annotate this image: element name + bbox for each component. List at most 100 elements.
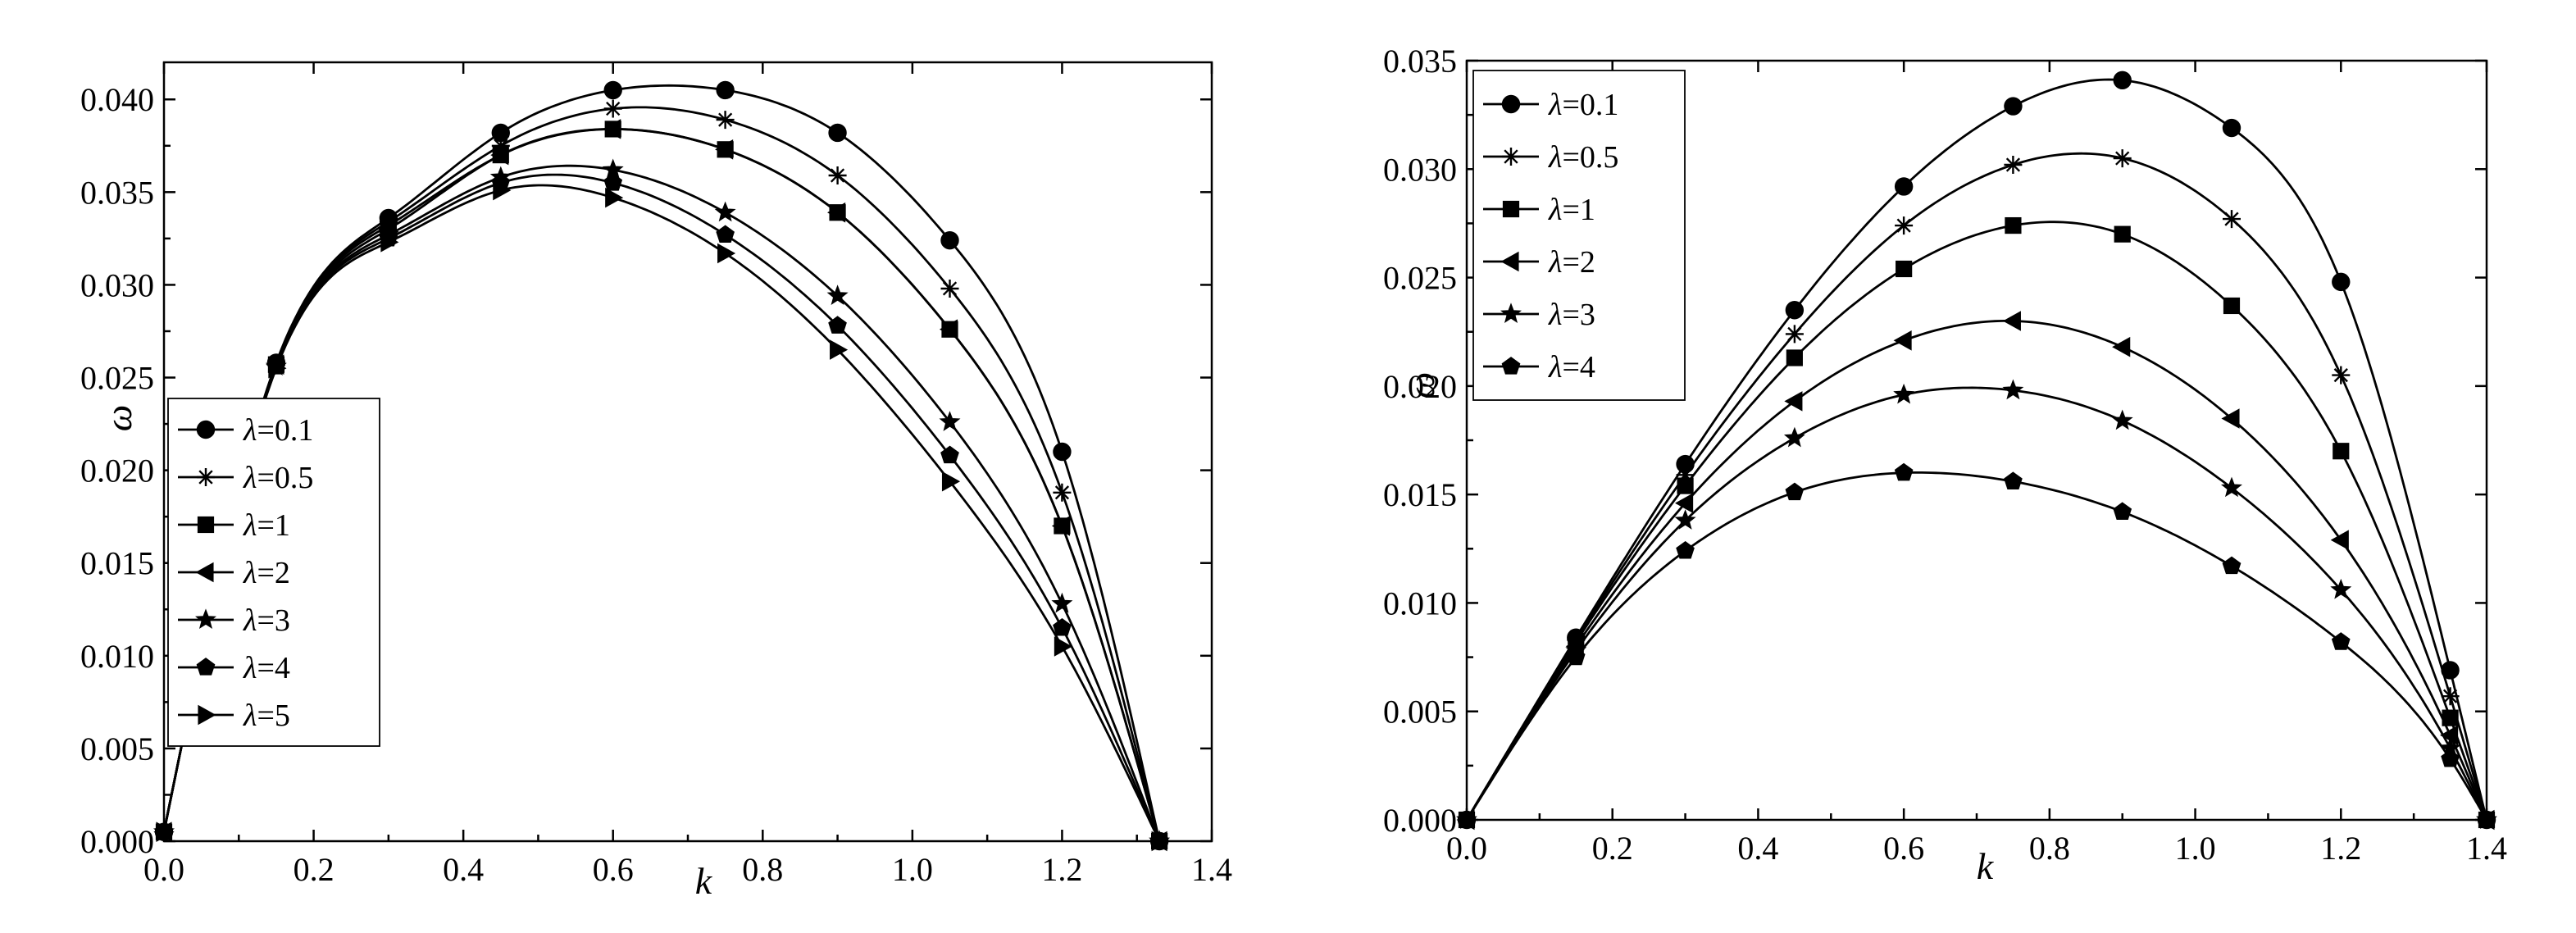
chart2-series-3-point [2114, 225, 2131, 243]
chart2-series-2-point [2113, 149, 2132, 168]
chart2-y-tick-label: 0.035 [1383, 43, 1457, 80]
chart2-series-2-point [2441, 687, 2460, 706]
chart1-legend-marker [195, 608, 216, 629]
chart2-legend-marker [1502, 200, 1520, 218]
chart2-y-tick-label: 0.000 [1383, 802, 1457, 839]
chart2-series-6-point [2222, 556, 2241, 575]
chart2-series-3-point [2005, 216, 2022, 234]
chart1-series-5-point [939, 411, 961, 431]
chart1-y-tick-label: 0.015 [80, 545, 154, 582]
chart2-y-tick-label: 0.005 [1383, 694, 1457, 730]
chart2-series-5-point [1783, 426, 1805, 448]
chart1-legend-label: λ=5 [243, 699, 290, 733]
chart2-series-6 [1457, 462, 2496, 828]
chart2-series-6-point [2441, 749, 2460, 767]
chart2-series-1-point [2222, 118, 2241, 138]
chart2-series-2-point [1676, 466, 1695, 485]
chart2-legend-marker [1501, 357, 1521, 375]
chart1-series-7-line [162, 184, 1161, 842]
right-chart: 0.0 0.2 0.4 0.6 0.8 1.0 1.2 1.4 0.000 0.005 0.010 0… [1383, 43, 2507, 887]
chart2-series-5-point [1674, 509, 1696, 530]
chart2-series-3-point [1677, 477, 1694, 494]
chart1-series-1-line [162, 84, 1161, 842]
chart2-legend-label: λ=4 [1548, 350, 1595, 385]
chart1-y-tick-label: 0.005 [80, 730, 154, 767]
chart2-series-4-point [1893, 330, 1912, 351]
chart2-series-1-point [2004, 97, 2023, 116]
chart1-legend-marker [196, 658, 216, 676]
chart2-series-5-point [2002, 379, 2024, 400]
chart1-series-4-point [490, 144, 509, 166]
chart2-series-1-point [1785, 301, 1805, 320]
chart2-x-tick-label: 1.4 [2466, 830, 2507, 867]
chart2-y-axis-label: ω [1400, 372, 1442, 398]
chart1-series-6-point [1053, 617, 1072, 636]
chart2-series-5-point [2330, 578, 2352, 599]
chart1-series-2-point [1053, 483, 1072, 502]
chart1-series-7-point [493, 180, 512, 201]
chart2-x-tick-label: 1.0 [2175, 830, 2216, 867]
chart1-legend-label: λ=0.5 [243, 461, 313, 495]
chart2-series-3-point [2333, 443, 2350, 460]
chart1-series-2-point [716, 111, 735, 130]
chart2-series-5-point [2111, 409, 2133, 430]
chart2-series-5-point [1893, 383, 1915, 404]
chart2-series-1-point [2332, 272, 2351, 292]
chart2-y-tick-label: 0.010 [1383, 585, 1457, 621]
chart1-series-5-point [826, 284, 849, 305]
chart1-series-5-point [1051, 592, 1073, 613]
chart2-y-tick-label: 0.015 [1383, 476, 1457, 513]
chart2-series-2-point [2332, 366, 2351, 385]
chart1-series-2-point [603, 99, 622, 118]
chart2-series-6-point [2477, 810, 2496, 828]
chart1-x-tick-label: 0.4 [443, 851, 484, 888]
chart2-legend-marker [1500, 303, 1522, 323]
chart1-x-axis-label: k [695, 860, 713, 902]
chart1-x-tick-label: 1.4 [1191, 851, 1232, 888]
chart1-series-4-point [715, 139, 734, 160]
chart1-series-5-point [714, 201, 736, 222]
chart2-x-axis-label: k [1977, 845, 1995, 887]
chart1-series-2-point [828, 166, 847, 184]
chart1-series-5-line [162, 164, 1161, 842]
chart2-series-2-point [1785, 325, 1804, 344]
chart2-x-tick-label: 0.4 [1737, 830, 1778, 867]
chart1-legend-label: λ=3 [243, 603, 290, 638]
chart1-legend-marker [198, 704, 216, 726]
chart1-series-2-point [491, 136, 510, 155]
chart2-series-6-point [1785, 482, 1805, 501]
chart1-series-7-point [268, 357, 287, 379]
chart1-series-7-point [1151, 831, 1170, 852]
chart2-legend-label: λ=3 [1548, 298, 1595, 332]
chart2-series-3-point [1896, 260, 1913, 278]
chart1-legend-label: λ=4 [243, 651, 290, 685]
chart1-x-tick-label: 0.8 [742, 851, 783, 888]
chart2-legend: λ=0.1 λ=0.5 λ=1 λ=2 λ=3 λ=4 [1472, 70, 1686, 401]
chart1-legend-marker [195, 562, 214, 583]
chart1-x-tick-label: 1.2 [1041, 851, 1082, 888]
chart2-series-4-point [1675, 493, 1694, 513]
chart1-legend-marker [197, 468, 215, 486]
chart1-series-1-point [603, 80, 622, 100]
chart1-series-6-line [162, 173, 1161, 842]
chart2-x-tick-label: 0.6 [1883, 830, 1924, 867]
chart2-x-tick-label: 0.8 [2029, 830, 2070, 867]
chart1-series-7-point [717, 243, 736, 264]
chart2-legend-box [1472, 70, 1686, 401]
chart2-series-2-point [2004, 156, 2023, 174]
chart2-series-1-point [2113, 71, 2132, 90]
chart1-y-axis-label: ω [98, 405, 139, 431]
chart2-series-6-line [1465, 471, 2488, 821]
chart1-series-4-point [827, 202, 846, 223]
chart2-series-1-point [1894, 177, 1914, 196]
chart1-legend-label: λ=2 [243, 556, 290, 590]
chart2-x-tick-label: 1.2 [2320, 830, 2361, 867]
chart1-series-7 [156, 180, 1170, 852]
chart1-y-tick-label: 0.040 [80, 81, 154, 118]
chart1-series-7-point [830, 339, 849, 360]
chart1-x-tick-label: 1.0 [892, 851, 933, 888]
chart2-series-3-point [1786, 349, 1803, 366]
chart2-series-4-point [2330, 530, 2349, 550]
chart2-series-4-point [2221, 408, 2240, 429]
chart2-y-tick-label: 0.030 [1383, 151, 1457, 188]
